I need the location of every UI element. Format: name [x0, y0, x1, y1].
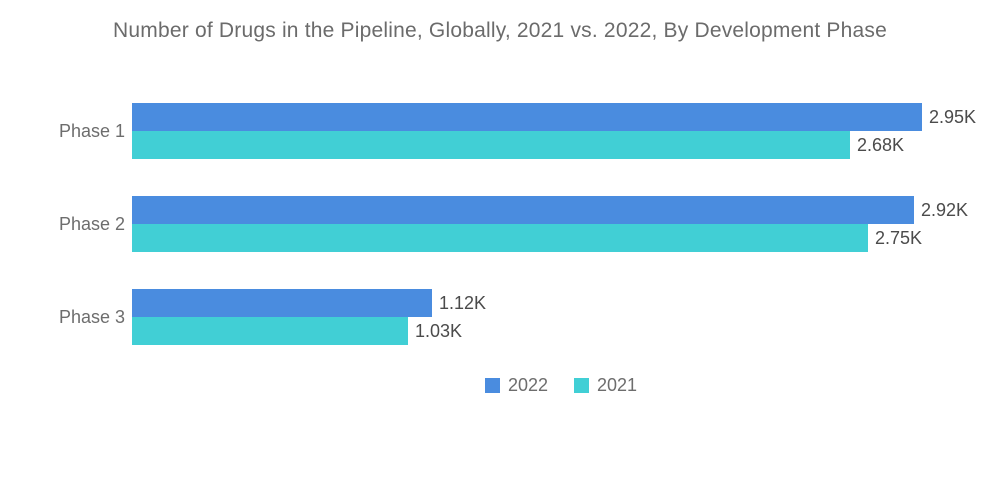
bar-2022-phase-2 [132, 196, 914, 224]
bar-line-2022-phase-2: 2.92K [132, 196, 968, 224]
bar-line-2021-phase-3: 1.03K [132, 317, 486, 345]
bar-group-phase-2: 2.92K 2.75K [132, 196, 968, 252]
bar-2021-phase-3 [132, 317, 408, 345]
bar-2021-phase-2 [132, 224, 868, 252]
value-label-2021-phase-1: 2.68K [857, 134, 905, 155]
legend-swatch-2021 [574, 378, 589, 393]
legend-swatch-2022 [484, 378, 500, 393]
category-label-phase-1: Phase 1 [58, 120, 125, 141]
bar-2022-phase-1 [132, 103, 922, 131]
legend-label-2022: 2022 [507, 375, 548, 395]
bar-2022-phase-3 [132, 289, 432, 317]
value-label-2022-phase-1: 2.95K [929, 106, 977, 127]
chart-row-phase-2: Phase 2 2.92K 2.75K [0, 196, 1000, 252]
legend-item-2021: 2021 [574, 375, 637, 396]
category-label-phase-3: Phase 3 [58, 306, 125, 327]
bar-line-2021-phase-1: 2.68K [132, 131, 976, 159]
legend-label-2021: 2021 [597, 375, 638, 395]
bar-2021-phase-1 [132, 131, 850, 159]
value-label-2022-phase-2: 2.92K [921, 199, 969, 220]
legend: 2022 2021 [132, 375, 990, 396]
bar-group-phase-1: 2.95K 2.68K [132, 103, 976, 159]
chart-row-phase-1: Phase 1 2.95K 2.68K [0, 103, 1000, 159]
bar-line-2021-phase-2: 2.75K [132, 224, 968, 252]
value-label-2021-phase-2: 2.75K [875, 227, 923, 248]
chart-row-phase-3: Phase 3 1.12K 1.03K [0, 289, 1000, 345]
value-label-2022-phase-3: 1.12K [439, 292, 487, 313]
bar-group-phase-3: 1.12K 1.03K [132, 289, 486, 345]
legend-item-2022: 2022 [484, 375, 548, 396]
bar-chart-plot-area: Phase 1 2.95K 2.68K Phase 2 2.92K 2.75K Phase … [0, 103, 1000, 345]
category-label-phase-2: Phase 2 [58, 213, 125, 234]
chart-title: Number of Drugs in the Pipeline, Globall… [113, 19, 887, 42]
bar-line-2022-phase-3: 1.12K [132, 289, 486, 317]
bar-line-2022-phase-1: 2.95K [132, 103, 976, 131]
value-label-2021-phase-3: 1.03K [415, 320, 463, 341]
